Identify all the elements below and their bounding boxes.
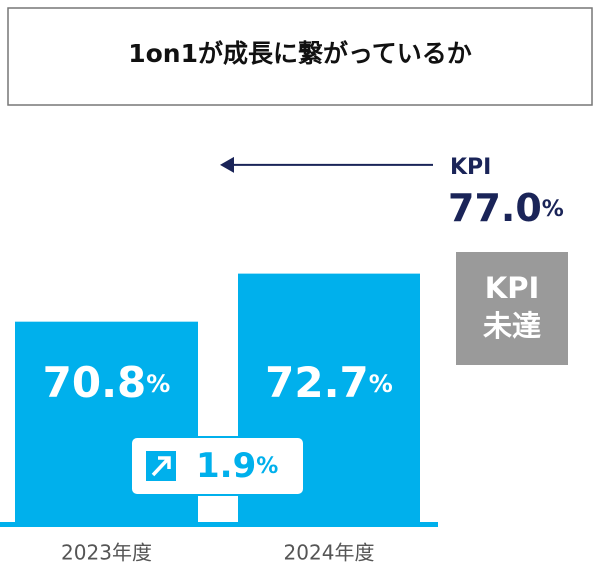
change-label: 1.9% xyxy=(196,446,278,486)
status-label: 未達 xyxy=(483,309,541,343)
kpi-arrow xyxy=(220,156,234,173)
value-label: 72.7% xyxy=(265,358,393,407)
status-badge xyxy=(456,252,568,365)
x-tick-label: 2023年度 xyxy=(61,541,152,565)
kpi-label: 77.0% xyxy=(448,186,564,230)
change-arrow xyxy=(151,456,171,477)
value-label: 70.8% xyxy=(43,358,171,407)
x-tick-label: 2024年度 xyxy=(284,541,375,565)
status-label: KPI xyxy=(485,271,540,305)
title-box xyxy=(7,7,593,106)
kpi-name: KPI xyxy=(450,155,491,180)
chart-title: 1on1が成長に繋がっているか xyxy=(128,39,472,68)
baseline xyxy=(0,522,438,527)
